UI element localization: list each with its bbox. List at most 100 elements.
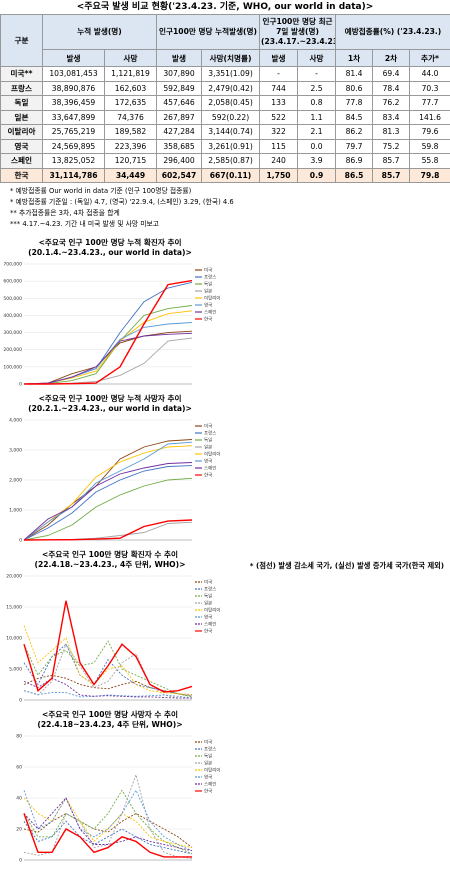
table-cell: 75.2 bbox=[373, 139, 410, 154]
chart-panel: <주요국 인구 100만 명당 누적 확진자 추이(20.1.4.~23.4.2… bbox=[0, 238, 220, 394]
chart-subtitle: (20.2.1.~23.4.23., our world in data)> bbox=[0, 404, 220, 414]
legend-label: 미국 bbox=[204, 739, 212, 746]
legend-label: 영국 bbox=[204, 614, 212, 621]
table-cell: 141.6 bbox=[410, 110, 450, 125]
series-line bbox=[24, 442, 192, 540]
table-cell: 0.8 bbox=[298, 96, 336, 111]
notes: * 예방접종률 Our world in data 기준 (인구 100명당 접… bbox=[0, 183, 450, 238]
table-cell: 2,058(0.45) bbox=[202, 96, 260, 111]
table-cell: 85.7 bbox=[373, 154, 410, 169]
table-cell: 3,144(0.74) bbox=[202, 125, 260, 140]
table-cell: 223,396 bbox=[105, 139, 157, 154]
table-cell: - bbox=[298, 67, 336, 82]
table-cell: 457,646 bbox=[157, 96, 202, 111]
table-cell: 427,284 bbox=[157, 125, 202, 140]
legend-label: 일본 bbox=[204, 444, 212, 451]
table-cell: 76.2 bbox=[373, 96, 410, 111]
table-cell: 77.8 bbox=[336, 96, 373, 111]
table-cell: 667(0.11) bbox=[202, 168, 260, 183]
table-cell: 2,585(0.87) bbox=[202, 154, 260, 169]
table-cell: 한국 bbox=[1, 168, 43, 183]
table-cell: 33,647,899 bbox=[43, 110, 105, 125]
table-cell: 1,121,819 bbox=[105, 67, 157, 82]
table-cell: 24,569,895 bbox=[43, 139, 105, 154]
series-line bbox=[24, 306, 192, 385]
y-tick-label: 0 bbox=[19, 538, 22, 544]
y-tick-label: 500,000 bbox=[3, 296, 22, 302]
series-line bbox=[24, 790, 192, 850]
table-cell: 80.6 bbox=[336, 81, 373, 96]
chart-subtitle: (20.1.4.~23.4.23., our world in data)> bbox=[0, 248, 220, 258]
series-line bbox=[24, 311, 192, 384]
table-cell: 34,449 bbox=[105, 168, 157, 183]
table-cell: 스페인 bbox=[1, 154, 43, 169]
header-cell: 사망(치명률) bbox=[202, 50, 260, 67]
header-cell: 2차 bbox=[373, 50, 410, 67]
series-line bbox=[24, 478, 192, 540]
header-cell: 예방접종률(%) ('23.4.23.) bbox=[336, 15, 450, 50]
header-cell: 추가* bbox=[410, 50, 450, 67]
table-cell: 115 bbox=[260, 139, 298, 154]
y-tick-label: 2,000 bbox=[9, 478, 22, 484]
table-cell: 31,114,786 bbox=[43, 168, 105, 183]
chart-subtitle: (22.4.18.~23.4.23., 4주 단위, WHO)> bbox=[0, 560, 220, 570]
table-cell: 25,765,219 bbox=[43, 125, 105, 140]
y-tick-label: 40 bbox=[16, 796, 22, 802]
note: * 예방접종률 기준일 : (독일) 4.7, (영국) '22.9.4, (스… bbox=[10, 197, 450, 208]
table-cell: 189,582 bbox=[105, 125, 157, 140]
y-tick-label: 80 bbox=[16, 734, 22, 740]
table-cell: 322 bbox=[260, 125, 298, 140]
y-tick-label: 300,000 bbox=[3, 330, 22, 336]
series-line bbox=[24, 281, 192, 384]
table-cell: 1.1 bbox=[298, 110, 336, 125]
y-tick-label: 4,000 bbox=[9, 418, 22, 424]
table-cell: 74,376 bbox=[105, 110, 157, 125]
series-line bbox=[24, 821, 192, 854]
series-line bbox=[24, 333, 192, 384]
y-tick-label: 20 bbox=[16, 827, 22, 833]
legend-label: 독일 bbox=[204, 437, 212, 444]
table-cell: 2.1 bbox=[298, 125, 336, 140]
chart-panel: <주요국 인구 100만 명당 누적 사망자 추이(20.2.1.~23.4.2… bbox=[0, 394, 220, 550]
table-cell: 3,261(0.91) bbox=[202, 139, 260, 154]
table-cell: 86.9 bbox=[336, 154, 373, 169]
legend-label: 프랑스 bbox=[204, 746, 216, 753]
table-cell: 69.4 bbox=[373, 67, 410, 82]
chart-grid: <주요국 인구 100만 명당 누적 확진자 추이(20.1.4.~23.4.2… bbox=[0, 238, 450, 560]
header-cell: 누적 발생(명) bbox=[43, 15, 157, 50]
table-cell: 307,890 bbox=[157, 67, 202, 82]
legend-label: 영국 bbox=[204, 302, 212, 309]
table-cell: 78.4 bbox=[373, 81, 410, 96]
table-cell: 172,635 bbox=[105, 96, 157, 111]
legend-label: 독일 bbox=[204, 281, 212, 288]
header-cell: 발생 bbox=[157, 50, 202, 67]
legend-label: 일본 bbox=[204, 760, 212, 767]
chart-title: <주요국 인구 100만 명당 사망자 수 추이 bbox=[0, 710, 220, 720]
table-cell: 103,081,453 bbox=[43, 67, 105, 82]
table-cell: 240 bbox=[260, 154, 298, 169]
table-cell: 0.0 bbox=[298, 139, 336, 154]
table-cell: 84.5 bbox=[336, 110, 373, 125]
table-cell: 592(0.22) bbox=[202, 110, 260, 125]
table-cell: 296,400 bbox=[157, 154, 202, 169]
table-cell: 358,685 bbox=[157, 139, 202, 154]
table-cell: - bbox=[260, 67, 298, 82]
legend-label: 일본 bbox=[204, 600, 212, 607]
chart: 0100,000200,000300,000400,000500,000600,… bbox=[0, 258, 220, 392]
chart: 05,00010,00015,00020,000미국프랑스독일일본이탈리아영국스… bbox=[0, 570, 220, 708]
table-cell: 133 bbox=[260, 96, 298, 111]
table-cell: 44.0 bbox=[410, 67, 450, 82]
legend-label: 스페인 bbox=[204, 621, 216, 628]
y-tick-label: 60 bbox=[16, 765, 22, 771]
legend-label: 한국 bbox=[204, 473, 212, 479]
legend-label: 영국 bbox=[204, 458, 212, 465]
header-cell: 1차 bbox=[336, 50, 373, 67]
legend-label: 스페인 bbox=[204, 309, 216, 316]
chart-title: <주요국 인구 100만 명당 누적 확진자 추이 bbox=[0, 238, 220, 248]
note: ** 추가접종률은 3차, 4차 접종을 합계 bbox=[10, 208, 450, 219]
note: *** 4.17.~4.23. 기간 내 미국 발생 및 사망 미보고 bbox=[10, 219, 450, 230]
legend-label: 이탈리아 bbox=[204, 767, 220, 774]
